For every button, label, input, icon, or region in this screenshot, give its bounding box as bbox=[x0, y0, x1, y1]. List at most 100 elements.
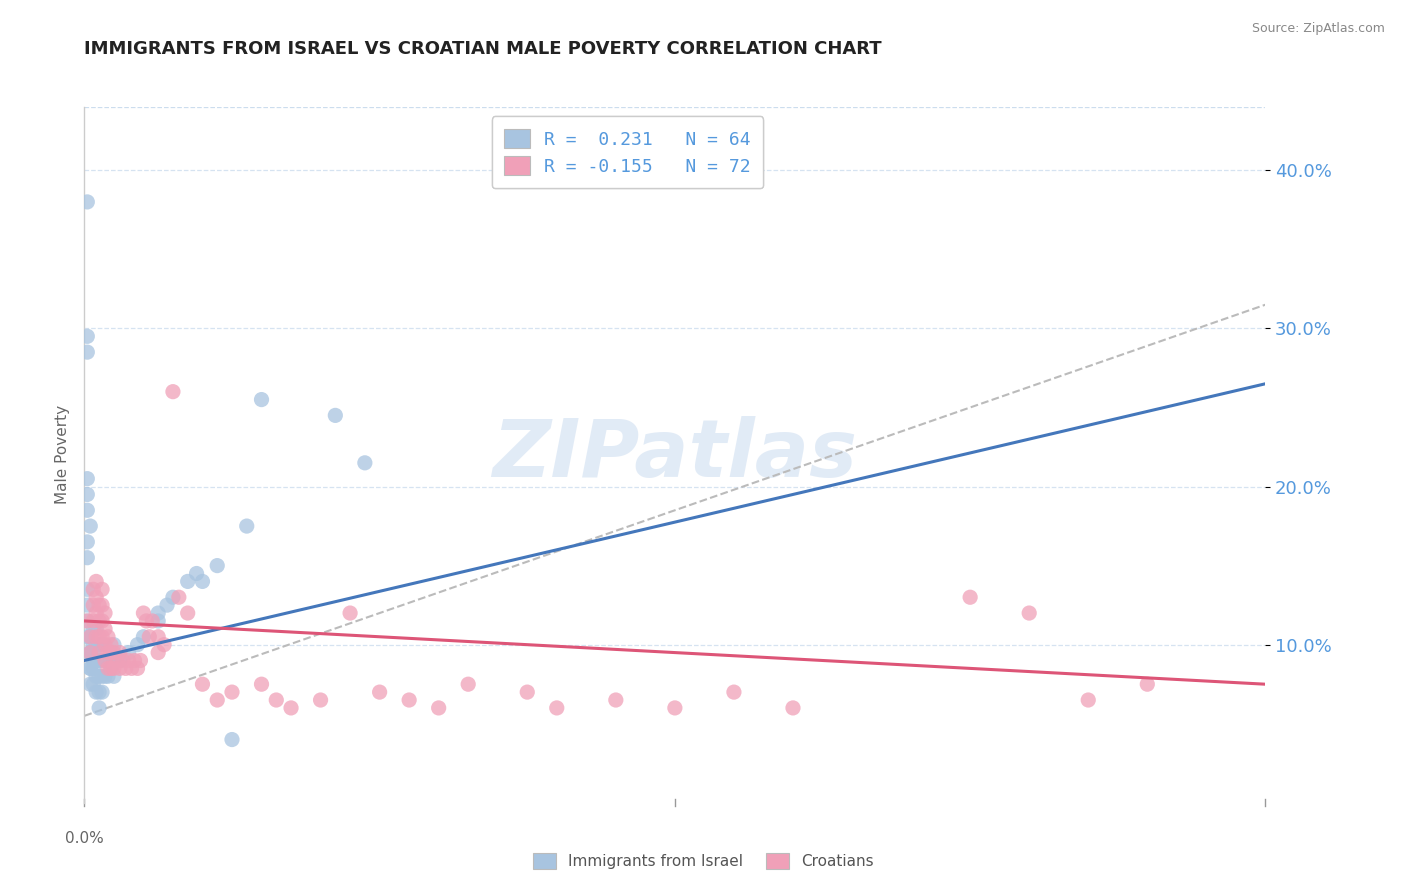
Point bbox=[156, 598, 179, 612]
Point bbox=[76, 487, 98, 501]
Point bbox=[664, 701, 686, 715]
Point bbox=[84, 591, 107, 605]
Point bbox=[76, 534, 98, 549]
Point bbox=[100, 661, 122, 675]
Point bbox=[177, 606, 200, 620]
Point bbox=[91, 598, 114, 612]
Point bbox=[546, 701, 568, 715]
Point bbox=[108, 661, 131, 675]
Point bbox=[118, 653, 141, 667]
Point bbox=[97, 646, 120, 660]
Point bbox=[87, 685, 111, 699]
Point bbox=[82, 661, 104, 675]
Point bbox=[84, 669, 107, 683]
Point bbox=[91, 653, 114, 667]
Point bbox=[221, 732, 243, 747]
Point bbox=[82, 653, 104, 667]
Point bbox=[457, 677, 479, 691]
Point bbox=[84, 574, 107, 589]
Point bbox=[82, 622, 104, 636]
Point bbox=[87, 646, 111, 660]
Point bbox=[103, 669, 125, 683]
Point bbox=[148, 606, 170, 620]
Point bbox=[82, 598, 104, 612]
Point bbox=[97, 661, 120, 675]
Point bbox=[84, 606, 107, 620]
Point bbox=[79, 646, 101, 660]
Point bbox=[398, 693, 420, 707]
Point bbox=[91, 669, 114, 683]
Point bbox=[82, 638, 104, 652]
Point bbox=[148, 646, 170, 660]
Point bbox=[1018, 606, 1040, 620]
Point bbox=[100, 638, 122, 652]
Point bbox=[76, 598, 98, 612]
Point bbox=[127, 638, 149, 652]
Point bbox=[221, 685, 243, 699]
Point bbox=[79, 677, 101, 691]
Point bbox=[87, 638, 111, 652]
Point bbox=[516, 685, 538, 699]
Point bbox=[368, 685, 391, 699]
Point bbox=[250, 677, 273, 691]
Point bbox=[84, 685, 107, 699]
Point bbox=[91, 630, 114, 644]
Point bbox=[309, 693, 332, 707]
Point bbox=[105, 653, 128, 667]
Point bbox=[76, 550, 98, 565]
Point bbox=[97, 669, 120, 683]
Point bbox=[153, 638, 176, 652]
Point bbox=[76, 345, 98, 359]
Point bbox=[108, 653, 131, 667]
Text: ZIPatlas: ZIPatlas bbox=[492, 416, 858, 494]
Point bbox=[782, 701, 804, 715]
Point bbox=[177, 574, 200, 589]
Point bbox=[339, 606, 361, 620]
Point bbox=[100, 646, 122, 660]
Point bbox=[148, 614, 170, 628]
Point bbox=[605, 693, 627, 707]
Point bbox=[91, 582, 114, 597]
Point bbox=[427, 701, 450, 715]
Point bbox=[84, 622, 107, 636]
Point bbox=[84, 653, 107, 667]
Legend: Immigrants from Israel, Croatians: Immigrants from Israel, Croatians bbox=[526, 847, 880, 875]
Point bbox=[114, 661, 136, 675]
Point bbox=[79, 661, 101, 675]
Point bbox=[121, 661, 143, 675]
Point bbox=[94, 653, 117, 667]
Point bbox=[76, 503, 98, 517]
Point bbox=[118, 646, 141, 660]
Point bbox=[97, 653, 120, 667]
Point bbox=[191, 574, 214, 589]
Point bbox=[100, 661, 122, 675]
Point bbox=[141, 614, 163, 628]
Text: IMMIGRANTS FROM ISRAEL VS CROATIAN MALE POVERTY CORRELATION CHART: IMMIGRANTS FROM ISRAEL VS CROATIAN MALE … bbox=[84, 40, 882, 58]
Point bbox=[79, 630, 101, 644]
Point bbox=[205, 558, 228, 573]
Point bbox=[87, 630, 111, 644]
Point bbox=[135, 614, 157, 628]
Point bbox=[264, 693, 288, 707]
Text: Source: ZipAtlas.com: Source: ZipAtlas.com bbox=[1251, 22, 1385, 36]
Point bbox=[87, 598, 111, 612]
Point bbox=[162, 591, 184, 605]
Point bbox=[79, 646, 101, 660]
Point bbox=[97, 630, 120, 644]
Point bbox=[250, 392, 273, 407]
Text: 0.0%: 0.0% bbox=[65, 830, 104, 846]
Point bbox=[87, 614, 111, 628]
Point bbox=[79, 646, 101, 660]
Point bbox=[127, 661, 149, 675]
Point bbox=[354, 456, 377, 470]
Point bbox=[76, 614, 98, 628]
Point bbox=[91, 685, 114, 699]
Point bbox=[82, 614, 104, 628]
Point bbox=[191, 677, 214, 691]
Point bbox=[162, 384, 184, 399]
Point bbox=[76, 329, 98, 343]
Point bbox=[76, 614, 98, 628]
Point bbox=[1136, 677, 1159, 691]
Point bbox=[91, 614, 114, 628]
Point bbox=[280, 701, 302, 715]
